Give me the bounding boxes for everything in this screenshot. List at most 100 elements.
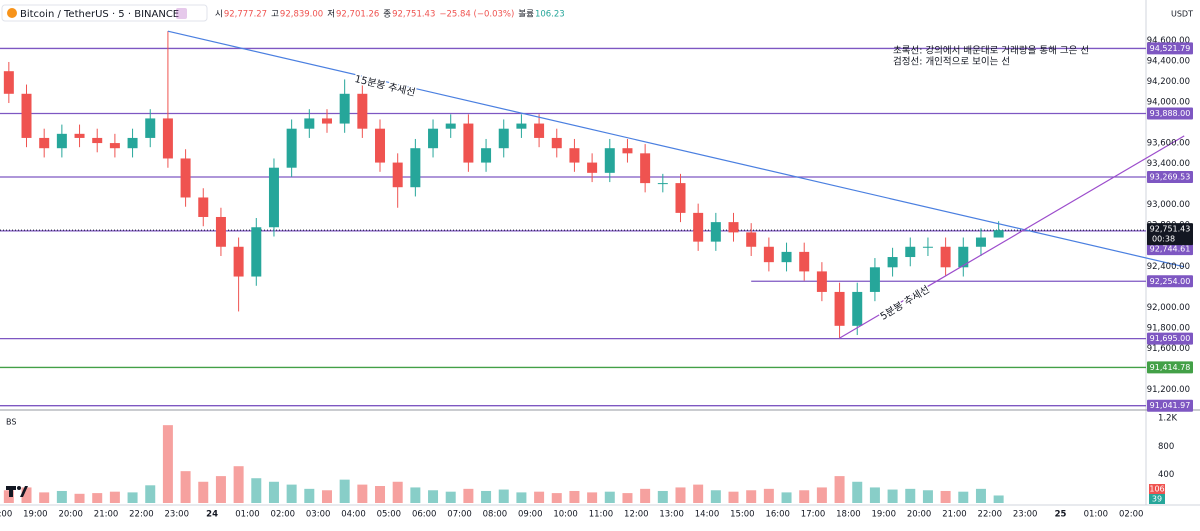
candle-body <box>657 183 668 185</box>
y-tick-label: 93,600.00 <box>1147 139 1190 149</box>
level-label: 92,744.61 <box>1150 245 1191 254</box>
x-tick-label: 18:00 <box>0 510 12 520</box>
y-tick-label: 91,800.00 <box>1147 323 1190 333</box>
candle-body <box>198 197 209 217</box>
level-tag <box>1147 170 1193 183</box>
volume-bar <box>339 479 350 503</box>
candle-body <box>640 153 651 184</box>
ohlc-label: 시 <box>215 10 223 20</box>
x-tick-label: 06:00 <box>412 510 437 520</box>
volume-bar <box>781 492 792 503</box>
level-tag <box>1147 361 1193 374</box>
y-tick-label: 91,600.00 <box>1147 344 1190 354</box>
candle-body <box>428 128 439 149</box>
symbol-box[interactable] <box>1 4 208 22</box>
x-tick-label: 22:00 <box>978 510 1003 520</box>
volume-bar <box>905 488 916 503</box>
volume-bar <box>410 487 421 503</box>
volume-tag-label: 106 <box>1149 485 1164 494</box>
candle-body <box>392 162 403 188</box>
level-label: 91,041.97 <box>1150 401 1191 410</box>
candle-body <box>304 118 315 129</box>
change: −25.84 (−0.03%) <box>439 10 514 20</box>
candle-body <box>852 291 863 326</box>
candle-body <box>763 246 774 263</box>
level-tag <box>1147 42 1193 55</box>
candle-body <box>993 230 1004 238</box>
volume-bar <box>463 488 474 503</box>
candle-body <box>410 148 421 188</box>
candle-body <box>21 93 32 138</box>
candle-body <box>887 257 898 268</box>
candle-body <box>746 232 757 247</box>
level-tag <box>1147 275 1193 288</box>
level-tag <box>1147 332 1193 345</box>
volume-bar <box>657 490 668 503</box>
x-tick-label: 20:00 <box>58 510 83 520</box>
flag-icon[interactable] <box>176 8 187 19</box>
x-tick-label: 09:00 <box>518 510 543 520</box>
x-tick-label: 03:00 <box>306 510 331 520</box>
volume-bar <box>39 492 50 503</box>
last-price-tag <box>1147 223 1193 246</box>
candle-body <box>534 123 545 138</box>
volume-bar <box>286 484 297 503</box>
y-tick-label: 94,200.00 <box>1147 77 1190 87</box>
volume-bar <box>993 495 1004 503</box>
volume-bar <box>162 425 173 503</box>
x-tick-label: 07:00 <box>447 510 472 520</box>
x-tick-label: 19:00 <box>872 510 897 520</box>
volume-bar <box>869 487 880 503</box>
volume-bar <box>728 491 739 503</box>
candle-body <box>463 123 474 163</box>
volume-bar <box>675 487 686 503</box>
candle-body <box>339 93 350 124</box>
volume-bar <box>587 492 598 503</box>
candle-body <box>127 137 138 149</box>
candle-body <box>162 118 173 159</box>
volume-bar <box>21 487 32 503</box>
volume-tag <box>1149 494 1165 504</box>
volume-bar <box>975 488 986 503</box>
trendline <box>839 135 1185 339</box>
candle-body <box>551 137 562 149</box>
candle-body <box>693 212 704 242</box>
x-tick-label: 14:00 <box>695 510 720 520</box>
ohlc-value: 92,839.00 <box>280 10 323 20</box>
candle-body <box>56 133 67 149</box>
volume-bar <box>215 476 226 503</box>
candle-body <box>233 246 244 277</box>
volume-bar <box>392 481 403 503</box>
candle-body <box>375 128 386 163</box>
ohlc-label: 고 <box>271 10 279 20</box>
volume-tick-label: 800 <box>1158 442 1174 452</box>
x-tick-label: 08:00 <box>483 510 508 520</box>
volume-bar <box>940 490 951 503</box>
volume-bar <box>693 484 704 503</box>
candle-body <box>180 158 191 198</box>
volume-bar <box>268 481 279 503</box>
x-tick-label: 17:00 <box>801 510 826 520</box>
candle-body <box>922 246 933 248</box>
volume-bar <box>569 490 580 503</box>
volume-bar <box>958 491 969 503</box>
tv-logo <box>6 486 28 497</box>
candle-body <box>268 167 279 228</box>
volume-bar <box>375 486 386 503</box>
x-tick-label: 21:00 <box>94 510 119 520</box>
candle-body <box>834 291 845 326</box>
y-tick-label: 92,400.00 <box>1147 262 1190 272</box>
volume-bar <box>127 492 138 503</box>
y-tick-label: 91,200.00 <box>1147 385 1190 395</box>
volume-bar <box>428 490 439 503</box>
x-tick-label: 25 <box>1055 510 1067 520</box>
symbol: Bitcoin / TetherUS · 5 · BINANCE <box>20 9 179 20</box>
level-tag <box>1147 399 1193 412</box>
x-tick-label: 02:00 <box>1119 510 1144 520</box>
volume-bar <box>498 489 509 503</box>
volume-tag-label: 39 <box>1152 495 1162 504</box>
coin-icon <box>7 8 17 18</box>
trendline <box>167 30 1185 268</box>
x-tick-label: 19:00 <box>23 510 48 520</box>
